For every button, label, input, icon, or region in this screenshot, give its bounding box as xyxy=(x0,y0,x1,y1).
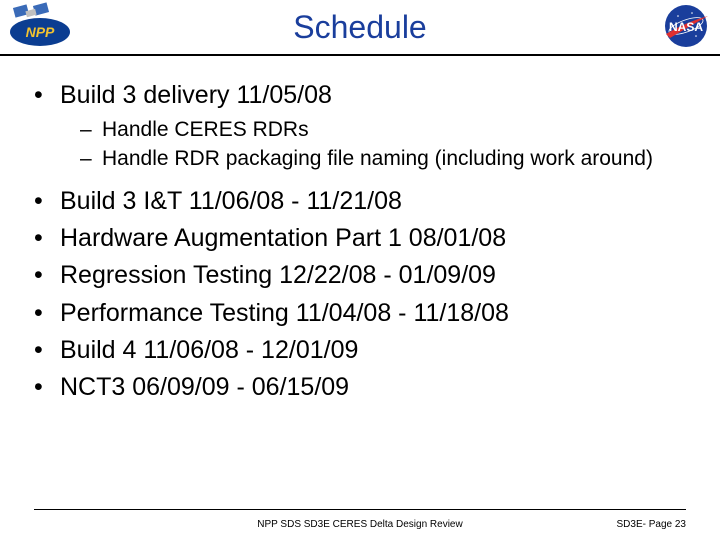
bullet-marker: • xyxy=(34,80,60,111)
sub-bullet-text: Handle RDR packaging file naming (includ… xyxy=(102,146,653,172)
slide-header: NPP Schedule NASA xyxy=(0,0,720,56)
bullet-item: • NCT3 06/09/09 - 06/15/09 xyxy=(34,372,686,403)
footer-page-number: SD3E- Page 23 xyxy=(617,519,687,530)
sub-bullet-marker: – xyxy=(80,117,102,143)
sub-bullet-item: – Handle CERES RDRs xyxy=(80,117,686,143)
bullet-item: • Build 3 delivery 11/05/08 xyxy=(34,80,686,111)
bullet-item: • Regression Testing 12/22/08 - 01/09/09 xyxy=(34,260,686,291)
bullet-text: Performance Testing 11/04/08 - 11/18/08 xyxy=(60,298,509,329)
bullet-text: Regression Testing 12/22/08 - 01/09/09 xyxy=(60,260,496,291)
bullet-item: • Build 4 11/06/08 - 12/01/09 xyxy=(34,335,686,366)
sub-bullet-text: Handle CERES RDRs xyxy=(102,117,309,143)
bullet-text: NCT3 06/09/09 - 06/15/09 xyxy=(60,372,349,403)
bullet-item: • Build 3 I&T 11/06/08 - 11/21/08 xyxy=(34,186,686,217)
bullet-text: Build 3 I&T 11/06/08 - 11/21/08 xyxy=(60,186,402,217)
bullet-text: Build 3 delivery 11/05/08 xyxy=(60,80,332,111)
npp-logo: NPP xyxy=(4,2,76,48)
svg-text:NASA: NASA xyxy=(669,20,703,34)
bullet-marker: • xyxy=(34,372,60,403)
bullet-marker: • xyxy=(34,223,60,254)
bullet-item: • Performance Testing 11/04/08 - 11/18/0… xyxy=(34,298,686,329)
bullet-item: • Hardware Augmentation Part 1 08/01/08 xyxy=(34,223,686,254)
sub-bullet-item: – Handle RDR packaging file naming (incl… xyxy=(80,146,686,172)
slide-content: • Build 3 delivery 11/05/08 – Handle CER… xyxy=(0,56,720,403)
nasa-logo: NASA xyxy=(660,4,712,48)
sub-bullet-group: – Handle CERES RDRs – Handle RDR packagi… xyxy=(34,117,686,172)
bullet-text: Build 4 11/06/08 - 12/01/09 xyxy=(60,335,358,366)
bullet-marker: • xyxy=(34,186,60,217)
sub-bullet-marker: – xyxy=(80,146,102,172)
bullet-marker: • xyxy=(34,298,60,329)
slide-title: Schedule xyxy=(0,9,720,46)
svg-text:NPP: NPP xyxy=(26,24,55,40)
bullet-text: Hardware Augmentation Part 1 08/01/08 xyxy=(60,223,506,254)
bullet-marker: • xyxy=(34,260,60,291)
bullet-marker: • xyxy=(34,335,60,366)
footer-divider xyxy=(34,509,686,510)
footer-center-text: NPP SDS SD3E CERES Delta Design Review xyxy=(0,519,720,530)
